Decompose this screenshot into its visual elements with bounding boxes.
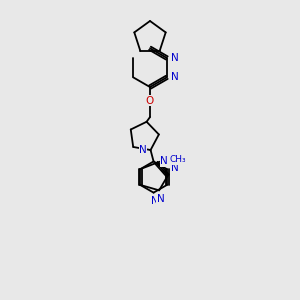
Text: CH₃: CH₃	[170, 155, 186, 164]
Text: N: N	[171, 163, 178, 173]
Text: N: N	[139, 145, 147, 155]
Text: N: N	[157, 194, 164, 204]
Text: N: N	[160, 156, 168, 167]
Text: O: O	[146, 95, 154, 106]
Text: N: N	[171, 72, 179, 82]
Text: N: N	[151, 196, 159, 206]
Text: N: N	[171, 53, 179, 63]
